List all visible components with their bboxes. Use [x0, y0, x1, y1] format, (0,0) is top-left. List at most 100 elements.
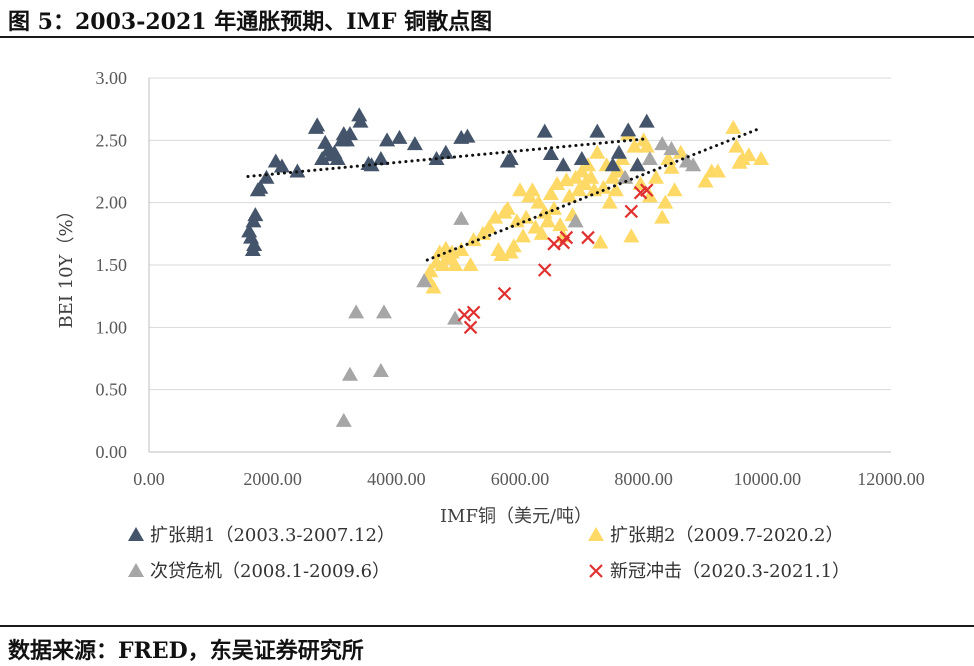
data-point-x [457, 308, 472, 322]
data-point-triangle [753, 151, 770, 166]
data-point-triangle [623, 228, 640, 243]
data-point-triangle [626, 138, 643, 153]
data-point-triangle [425, 279, 442, 294]
data-point-x [497, 286, 512, 301]
data-point-triangle [539, 213, 556, 228]
x-tick-label: 8000.00 [614, 469, 673, 489]
data-point-x [537, 263, 552, 277]
data-point-triangle [601, 194, 618, 209]
title-bar: 图 5：2003-2021 年通胀预期、IMF 铜散点图 [0, 0, 974, 38]
data-point-triangle [734, 151, 751, 166]
data-point-triangle [573, 151, 590, 166]
data-point-x [581, 230, 595, 245]
data-point-triangle [533, 225, 550, 240]
data-point-triangle [502, 151, 519, 166]
data-point-triangle [341, 366, 358, 381]
data-point-triangle [453, 242, 470, 257]
data-point-triangle [638, 138, 655, 153]
data-point-triangle [740, 147, 757, 162]
data-point-triangle [589, 144, 606, 159]
data-point-triangle [375, 304, 392, 319]
data-point-triangle [447, 257, 464, 271]
data-point-triangle [604, 157, 621, 172]
y-tick-label: 1.50 [96, 255, 128, 275]
data-point-triangle [530, 194, 547, 209]
data-point-triangle [641, 151, 658, 166]
legend-marker-x [589, 564, 603, 578]
data-point-triangle [592, 234, 609, 249]
data-point-triangle [607, 182, 624, 197]
footer-bar: 数据来源：FRED，东吴证券研究所 [0, 625, 974, 666]
data-point-triangle [379, 132, 396, 147]
legend-marker-triangle [128, 527, 144, 541]
data-point-triangle [697, 173, 714, 188]
data-point-triangle [524, 182, 541, 197]
y-tick-label: 2.00 [96, 193, 128, 213]
x-tick-label: 0.00 [133, 469, 165, 489]
data-point-triangle [536, 123, 553, 138]
data-point-triangle [431, 244, 448, 259]
legend-label: 扩张期1（2003.3-2007.12） [150, 525, 395, 546]
legend-label: 次贷危机（2008.1-2009.6） [150, 561, 390, 582]
legend-label: 扩张期2（2009.7-2020.2） [610, 525, 844, 546]
x-tick-label: 6000.00 [491, 469, 550, 489]
data-point-triangle [372, 151, 389, 166]
figure-title: 图 5：2003-2021 年通胀预期、IMF 铜散点图 [8, 9, 493, 35]
y-tick-label: 1.00 [96, 317, 128, 337]
data-point-triangle [648, 169, 665, 184]
data-point-triangle [654, 209, 671, 224]
data-point-x [559, 230, 574, 245]
data-point-triangle [273, 158, 290, 173]
x-tick-label: 2000.00 [243, 469, 302, 489]
data-point-triangle [391, 129, 408, 144]
data-point-triangle [583, 169, 600, 184]
data-point-triangle [672, 144, 689, 159]
data-point-triangle [518, 209, 535, 224]
data-point-triangle [725, 119, 742, 134]
y-tick-label: 3.00 [96, 68, 128, 88]
data-point-triangle [542, 146, 559, 161]
data-point-triangle [459, 128, 476, 143]
legend-label: 新冠冲击（2020.3-2021.1） [610, 561, 850, 582]
data-point-triangle [348, 304, 365, 319]
data-point-triangle [595, 179, 612, 194]
data-point-triangle [728, 138, 745, 153]
legend-marker-triangle [128, 563, 144, 577]
data-point-triangle [462, 257, 479, 271]
data-point-triangle [589, 123, 606, 138]
data-point-triangle [617, 169, 634, 184]
data-point-triangle [567, 213, 584, 228]
data-point-triangle [363, 157, 380, 172]
data-point-triangle [666, 182, 683, 197]
data-point-triangle [709, 163, 726, 178]
data-point-triangle [508, 213, 525, 228]
data-point-triangle [422, 263, 439, 278]
legend-marker-triangle [588, 527, 604, 541]
data-point-triangle [638, 113, 655, 128]
data-point-triangle [246, 237, 263, 252]
data-point-triangle [372, 362, 389, 377]
data-point-triangle [629, 157, 646, 172]
data-point-triangle [512, 182, 528, 197]
data-point-x [624, 204, 639, 219]
data-point-triangle [289, 163, 306, 178]
data-point-triangle [620, 122, 637, 137]
data-point-triangle [329, 151, 346, 166]
data-point-triangle [437, 144, 454, 159]
data-point-triangle [663, 141, 680, 156]
x-axis-title: IMF铜（美元/吨） [440, 506, 592, 527]
data-point-triangle [657, 194, 674, 209]
trendline [246, 137, 646, 178]
x-tick-label: 10000.00 [734, 469, 802, 489]
x-tick-label: 12000.00 [857, 469, 925, 489]
data-point-triangle [252, 179, 269, 194]
data-point-triangle [309, 117, 326, 132]
data-point-triangle [453, 210, 470, 225]
data-point-triangle [685, 157, 702, 172]
data-point-triangle [416, 273, 433, 288]
data-point-triangle [549, 175, 566, 190]
x-tick-label: 4000.00 [367, 469, 426, 489]
data-point-triangle [314, 151, 331, 166]
y-axis-title: BEI 10Y（%） [56, 201, 77, 328]
trendline [425, 126, 763, 262]
